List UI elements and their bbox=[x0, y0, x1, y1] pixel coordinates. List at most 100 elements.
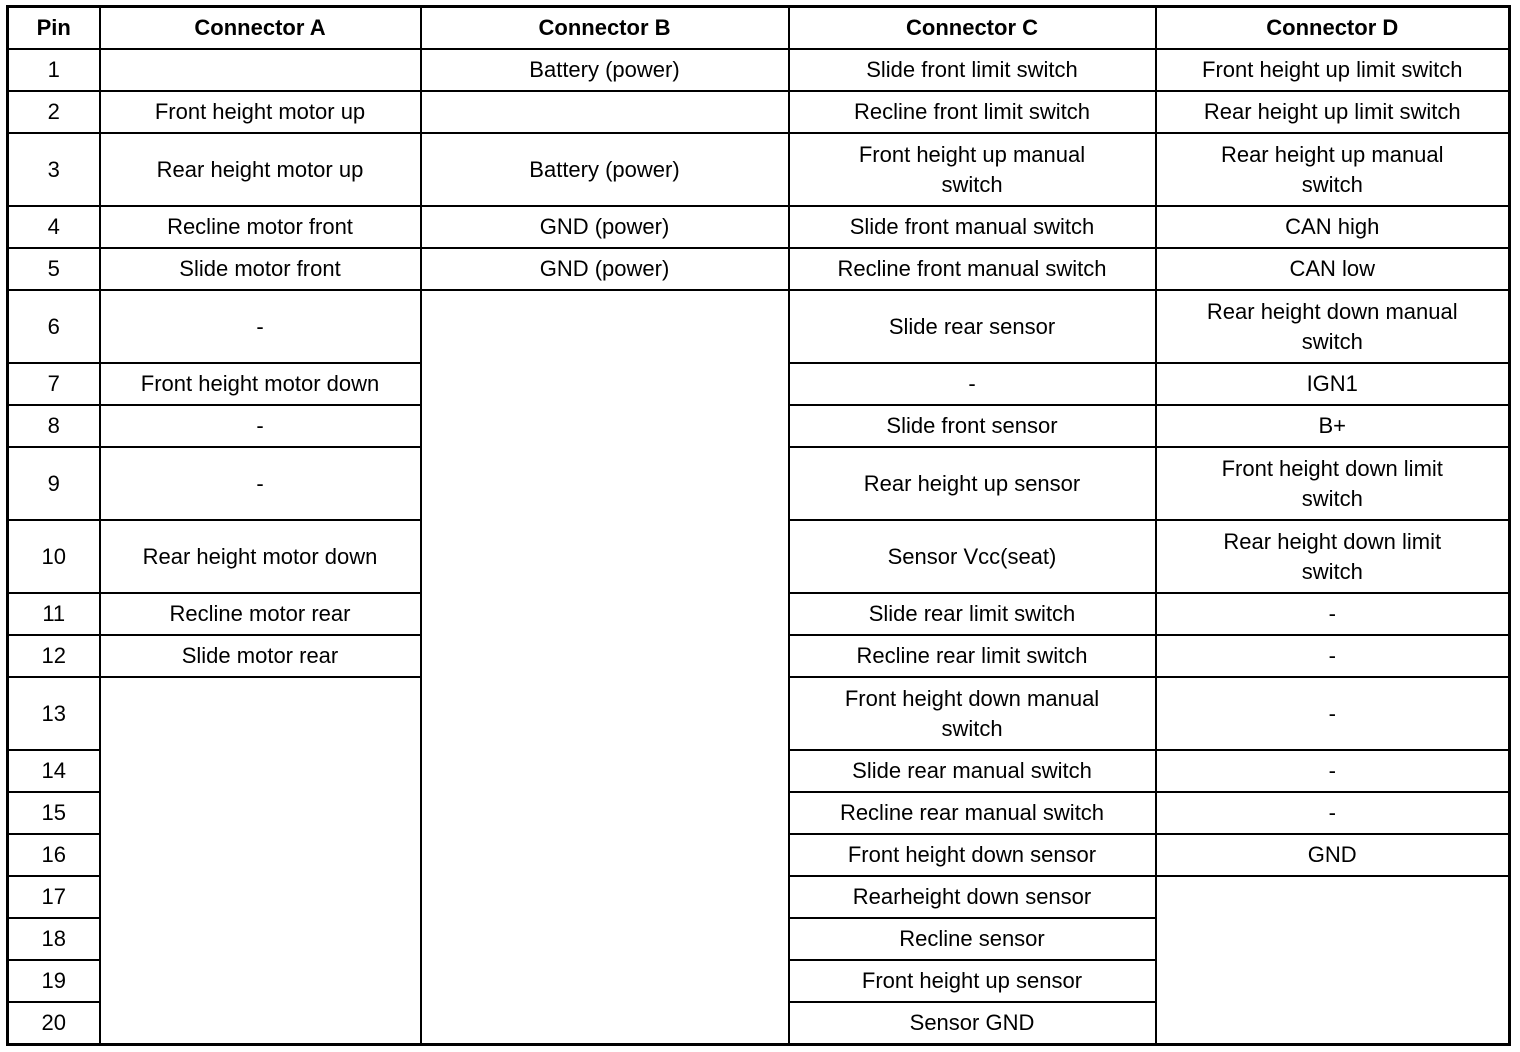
connector-d-cell: B+ bbox=[1154, 404, 1511, 448]
connector-d-cell: Front height up limit switch bbox=[1154, 48, 1511, 92]
connector-d-cell: GND bbox=[1154, 833, 1511, 877]
pin-cell: 6 bbox=[6, 289, 101, 364]
pin-cell: 13 bbox=[6, 676, 101, 751]
connector-a-cell: Recline motor front bbox=[98, 205, 422, 249]
connector-c-cell: Recline rear manual switch bbox=[787, 791, 1157, 835]
pin-cell: 12 bbox=[6, 634, 101, 678]
pin-cell: 8 bbox=[6, 404, 101, 448]
connector-b-cell: GND (power) bbox=[419, 247, 790, 291]
pin-cell: 19 bbox=[6, 959, 101, 1003]
connector-d-cell: Rear height down limit switch bbox=[1154, 519, 1511, 594]
connector-d-cell: - bbox=[1154, 791, 1511, 835]
connector-c-cell: Front height up sensor bbox=[787, 959, 1157, 1003]
pin-cell: 14 bbox=[6, 749, 101, 793]
connector-d-cell: CAN low bbox=[1154, 247, 1511, 291]
table-row: 16 Front height down sensor GND bbox=[6, 833, 1511, 877]
connector-d-cell: - bbox=[1154, 676, 1511, 751]
connector-a-cell: Front height motor up bbox=[98, 90, 422, 134]
table-header: Pin Connector A Connector B Connector C … bbox=[6, 5, 1511, 50]
connector-c-cell: Front height down sensor bbox=[787, 833, 1157, 877]
table-row: 2 Front height motor up Recline front limi… bbox=[6, 90, 1511, 134]
connector-a-cell: Rear height motor down bbox=[98, 519, 422, 594]
table-row: 17 Rearheight down sensor bbox=[6, 875, 1511, 1046]
connector-a-cell: Slide motor front bbox=[98, 247, 422, 291]
connector-d-cell: - bbox=[1154, 634, 1511, 678]
connector-d-cell: IGN1 bbox=[1154, 362, 1511, 406]
table-row: 4 Recline motor front GND (power) Slide fro… bbox=[6, 205, 1511, 249]
connector-a-cell: Recline motor rear bbox=[98, 592, 422, 636]
pin-cell: 11 bbox=[6, 592, 101, 636]
connector-c-cell: Recline rear limit switch bbox=[787, 634, 1157, 678]
table-row: 5 Slide motor front GND (power) Recline fro… bbox=[6, 247, 1511, 291]
connector-c-cell: Rear height up sensor bbox=[787, 446, 1157, 521]
pin-cell: 15 bbox=[6, 791, 101, 835]
connector-c-cell: Slide rear sensor bbox=[787, 289, 1157, 364]
connector-a-cell bbox=[98, 676, 422, 1046]
table-row: 15 Recline rear manual switch - bbox=[6, 791, 1511, 835]
connector-c-cell: Sensor Vcc(seat) bbox=[787, 519, 1157, 594]
connector-c-cell: Slide rear limit switch bbox=[787, 592, 1157, 636]
table-row: 18 Recline sensor bbox=[6, 917, 1510, 961]
pin-cell: 20 bbox=[6, 1001, 101, 1046]
connector-d-cell bbox=[1154, 875, 1511, 1046]
header-pin: Pin bbox=[6, 5, 101, 50]
connector-d-cell: - bbox=[1154, 749, 1511, 793]
table-row: 3 Rear height motor up Battery (power) Fron… bbox=[6, 132, 1511, 207]
header-connector-b: Connector B bbox=[419, 5, 790, 50]
connector-b-cell: Battery (power) bbox=[419, 48, 790, 92]
header-row: Pin Connector A Connector B Connector C … bbox=[6, 5, 1511, 50]
header-connector-d: Connector D bbox=[1154, 5, 1511, 50]
connector-d-cell: Rear height up limit switch bbox=[1154, 90, 1511, 134]
connector-c-cell: Slide front sensor bbox=[787, 404, 1157, 448]
table-row: 11 Recline motor rear Slide rear limit swi… bbox=[6, 592, 1511, 636]
connector-b-cell: Battery (power) bbox=[419, 132, 790, 207]
connector-b-cell bbox=[419, 289, 790, 1046]
connector-a-cell: Rear height motor up bbox=[98, 132, 422, 207]
connector-d-cell: - bbox=[1154, 592, 1511, 636]
header-connector-a: Connector A bbox=[98, 5, 422, 50]
table-row: 14 Slide rear manual switch - bbox=[6, 749, 1511, 793]
connector-d-cell: CAN high bbox=[1154, 205, 1511, 249]
connector-d-cell: Rear height down manual switch bbox=[1154, 289, 1511, 364]
connector-a-cell: - bbox=[98, 404, 422, 448]
pin-cell: 5 bbox=[6, 247, 101, 291]
pin-cell: 7 bbox=[6, 362, 101, 406]
header-connector-c: Connector C bbox=[787, 5, 1157, 50]
table-row: 10 Rear height motor down Sensor Vcc(seat)… bbox=[6, 519, 1511, 594]
table-row: 13 Front height down manual switch - bbox=[6, 676, 1511, 1046]
table-row: 6- Slide rear sensor Rear height down manu… bbox=[6, 289, 1511, 1046]
connector-c-cell: Recline front manual switch bbox=[787, 247, 1157, 291]
connector-c-cell: Slide rear manual switch bbox=[787, 749, 1157, 793]
connector-c-cell: Slide front manual switch bbox=[787, 205, 1157, 249]
pin-cell: 3 bbox=[6, 132, 101, 207]
pin-cell: 1 bbox=[6, 48, 101, 92]
pin-cell: 17 bbox=[6, 875, 101, 919]
pin-cell: 18 bbox=[6, 917, 101, 961]
connector-pin-table: Pin Connector A Connector B Connector C … bbox=[6, 5, 1511, 1046]
pin-cell: 2 bbox=[6, 90, 101, 134]
connector-c-cell: Slide front limit switch bbox=[787, 48, 1157, 92]
connector-a-cell: Front height motor down bbox=[98, 362, 422, 406]
connector-a-cell bbox=[98, 48, 422, 92]
pin-cell: 10 bbox=[6, 519, 101, 594]
table-row: 9- Rear height up sensor Front height down… bbox=[6, 446, 1511, 521]
table-row: 20 Sensor GND bbox=[6, 1001, 1510, 1046]
connector-a-cell: - bbox=[98, 446, 422, 521]
connector-c-cell: Recline front limit switch bbox=[787, 90, 1157, 134]
table-row: 19 Front height up sensor bbox=[6, 959, 1510, 1003]
connector-a-cell: - bbox=[98, 289, 422, 364]
table-body: 1 Battery (power) Slide front limit switch… bbox=[6, 48, 1511, 1046]
connector-c-cell: Front height up manual switch bbox=[787, 132, 1157, 207]
connector-c-cell: Sensor GND bbox=[787, 1001, 1157, 1046]
connector-c-cell: - bbox=[787, 362, 1157, 406]
connector-b-cell bbox=[419, 90, 790, 134]
table-row: 1 Battery (power) Slide front limit switch… bbox=[6, 48, 1511, 92]
connector-a-cell: Slide motor rear bbox=[98, 634, 422, 678]
connector-d-cell: Rear height up manual switch bbox=[1154, 132, 1511, 207]
table-row: 12 Slide motor rear Recline rear limit swi… bbox=[6, 634, 1511, 678]
table-row: 7 Front height motor down - IGN1 bbox=[6, 362, 1511, 406]
pin-cell: 16 bbox=[6, 833, 101, 877]
connector-d-cell: Front height down limit switch bbox=[1154, 446, 1511, 521]
connector-c-cell: Rearheight down sensor bbox=[787, 875, 1157, 919]
pin-cell: 9 bbox=[6, 446, 101, 521]
